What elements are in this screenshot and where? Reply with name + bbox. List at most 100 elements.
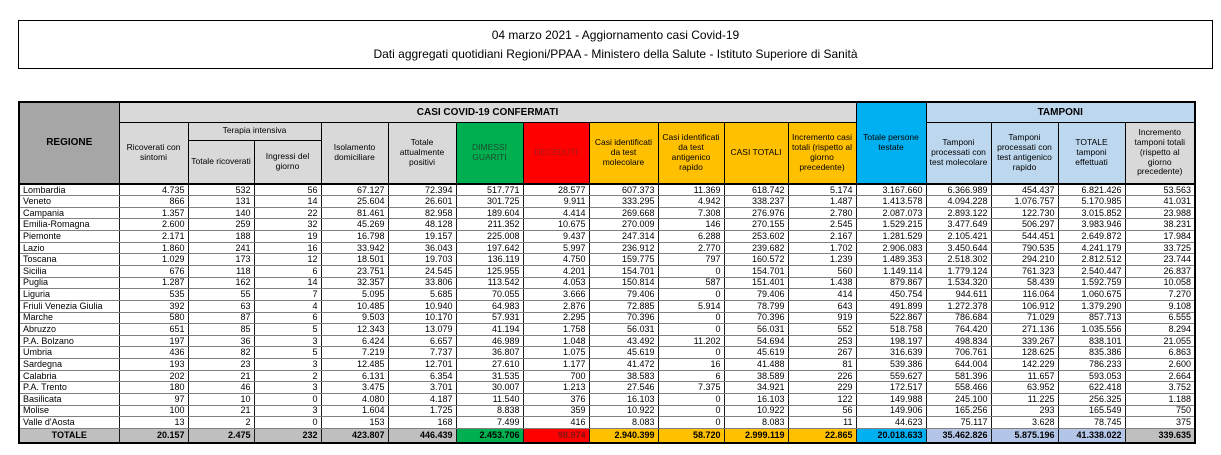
title-date-line: 04 marzo 2021 - Aggiornamento casi Covid… (491, 27, 740, 42)
table-row: Valle d'Aosta 13 2 0 153 168 7.499 416 8.083 0 8.0… (19, 416, 1196, 429)
value-cell: 41.472 (589, 358, 659, 371)
value-cell: 8.083 (589, 416, 659, 429)
value-cell: 6.821.426 (1058, 184, 1126, 197)
value-cell: 1.534.320 (926, 277, 992, 290)
value-cell: 13 (119, 416, 189, 429)
value-cell: 1.177 (523, 358, 590, 371)
value-cell: 46.989 (456, 335, 524, 348)
value-cell: 6.366.989 (926, 184, 992, 197)
value-cell: 0 (658, 416, 725, 429)
value-cell: 2.600 (1125, 358, 1196, 371)
value-cell: 339.267 (991, 335, 1059, 348)
value-cell: 10 (188, 393, 255, 406)
value-cell: 188 (188, 230, 255, 243)
value-cell: 3 (254, 335, 322, 348)
value-cell: 2.780 (788, 207, 857, 220)
value-cell: 5.685 (388, 288, 457, 301)
value-cell: 316.639 (856, 346, 927, 360)
value-cell: 154.701 (724, 265, 789, 278)
header-band-casi-confermati: CASI COVID-19 CONFERMATI (118, 101, 857, 123)
value-cell: 6.555 (1125, 312, 1196, 325)
value-cell: 2.770 (658, 242, 725, 255)
region-name-cell: Umbria (19, 346, 120, 360)
value-cell: 154.701 (589, 265, 659, 278)
value-cell: 253.602 (724, 230, 789, 243)
value-cell: 1.035.556 (1058, 323, 1126, 336)
value-cell: 8.083 (724, 416, 789, 429)
value-cell: 790.535 (991, 242, 1059, 255)
value-cell: 22 (254, 207, 322, 220)
value-cell: 3 (254, 405, 322, 418)
value-cell: 338.237 (724, 195, 789, 208)
value-cell: 1.779.124 (926, 265, 992, 278)
value-cell: 21 (188, 405, 255, 418)
value-cell: 16 (254, 242, 322, 255)
value-cell: 552 (788, 323, 857, 336)
value-cell: 6 (658, 370, 725, 383)
value-cell: 2.664 (1125, 370, 1196, 383)
value-cell: 301.725 (456, 195, 524, 208)
covid-data-table: REGIONE CASI COVID-19 CONFERMATI Totale … (18, 101, 1196, 445)
value-cell: 151.401 (724, 277, 789, 290)
header-regione: REGIONE (18, 101, 120, 185)
value-cell: 10.922 (589, 405, 659, 418)
value-cell: 5 (254, 323, 322, 336)
value-cell: 270.009 (589, 218, 659, 232)
value-cell: 1.529.215 (856, 218, 927, 232)
value-cell: 4.735 (119, 184, 189, 197)
value-cell: 2.876 (523, 300, 590, 313)
value-cell: 2.171 (119, 230, 189, 243)
value-cell: 10.675 (523, 218, 590, 232)
value-cell: 2.940.399 (589, 427, 659, 444)
value-cell: 750 (1125, 405, 1196, 418)
value-cell: 3.477.649 (926, 218, 992, 232)
value-cell: 197.642 (456, 242, 524, 255)
value-cell: 866 (119, 195, 189, 208)
value-cell: 5.997 (523, 242, 590, 255)
value-cell: 10.170 (388, 312, 457, 325)
value-cell: 241 (188, 242, 255, 255)
value-cell: 0 (658, 265, 725, 278)
value-cell: 100 (119, 405, 189, 418)
value-cell: 128.625 (991, 346, 1059, 360)
value-cell: 26.837 (1125, 265, 1196, 278)
value-cell: 276.976 (724, 207, 789, 220)
value-cell: 2.906.083 (856, 242, 927, 255)
value-cell: 375 (1125, 416, 1196, 429)
table-row: Sardegna 193 23 3 12.485 12.701 27.610 1.177 41.… (19, 358, 1196, 371)
value-cell: 41.031 (1125, 195, 1196, 208)
value-cell: 560 (788, 265, 857, 278)
value-cell: 3.752 (1125, 381, 1196, 395)
header-incremento-casi-totali: Incremento casi totali (rispetto al gior… (787, 121, 857, 185)
value-cell: 5.914 (658, 300, 725, 313)
table-row: Liguria 535 55 7 5.095 5.685 70.055 3.666 79.406… (19, 288, 1196, 301)
table-row: Emilia-Romagna 2.600 259 32 45.269 48.128 211.… (19, 218, 1196, 232)
value-cell: 1.487 (788, 195, 857, 208)
value-cell: 559.627 (856, 370, 927, 383)
header-band-tamponi: TAMPONI (925, 101, 1196, 123)
value-cell: 359 (523, 405, 590, 418)
value-cell: 140 (188, 207, 255, 220)
value-cell: 6.424 (321, 335, 389, 348)
header-ingressi-del-giorno: Ingressi del giorno (253, 139, 322, 185)
header-totale-ricoverati: Totale ricoverati (187, 139, 255, 185)
value-cell: 2.999.119 (724, 427, 789, 444)
value-cell: 6.657 (388, 335, 457, 348)
value-cell: 2.453.706 (456, 427, 524, 444)
value-cell: 211.352 (456, 218, 524, 232)
value-cell: 1.076.757 (991, 195, 1059, 208)
value-cell: 522.867 (856, 312, 927, 325)
value-cell: 607.373 (589, 184, 659, 197)
value-cell: 643 (788, 300, 857, 313)
value-cell: 0 (658, 405, 725, 418)
value-cell: 20.018.633 (856, 427, 927, 444)
value-cell: 2.812.512 (1058, 253, 1126, 266)
value-cell: 491.899 (856, 300, 927, 313)
value-cell: 6.863 (1125, 346, 1196, 360)
value-cell: 24.545 (388, 265, 457, 278)
value-cell: 197 (119, 335, 189, 348)
value-cell: 5.095 (321, 288, 389, 301)
value-cell: 31.535 (456, 370, 524, 383)
value-cell: 146 (658, 218, 725, 232)
value-cell: 1.489.353 (856, 253, 927, 266)
